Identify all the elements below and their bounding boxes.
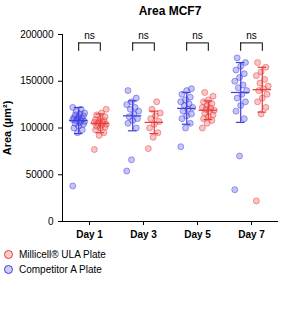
svg-text:150000: 150000 [20,75,54,86]
html-text:Competitor A Plate: Competitor A Plate [19,264,102,275]
svg-text:ns: ns [84,30,95,41]
svg-text:50000: 50000 [26,169,54,180]
svg-text:Day 5: Day 5 [184,229,211,240]
svg-text:Day 7: Day 7 [238,229,265,240]
svg-text:200000: 200000 [20,29,54,40]
html-text:Area MCF7: Area MCF7 [138,4,202,18]
svg-text:Area (µm²): Area (µm²) [1,100,13,155]
svg-text:0: 0 [48,216,54,227]
svg-text:ns: ns [192,30,203,41]
svg-text:ns: ns [246,30,257,41]
html-text:Millicell® ULA Plate: Millicell® ULA Plate [19,249,106,260]
svg-text:Day 1: Day 1 [76,229,103,240]
svg-text:ns: ns [138,30,149,41]
svg-text:100000: 100000 [20,122,54,133]
svg-text:Day 3: Day 3 [130,229,157,240]
